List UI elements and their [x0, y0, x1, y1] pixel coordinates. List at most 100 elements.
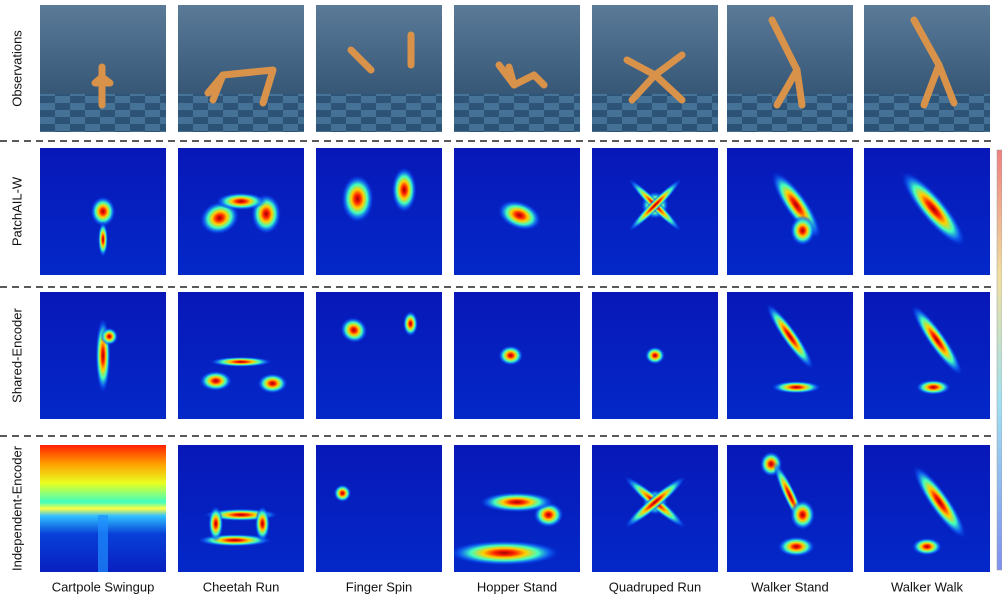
floor [178, 93, 304, 132]
heat-blob [341, 174, 374, 223]
attention-map [316, 292, 442, 419]
attention-map [864, 445, 990, 572]
attention-map [727, 292, 853, 419]
image-content [454, 445, 580, 572]
body [505, 63, 518, 89]
heat-blob [90, 196, 116, 227]
column-label: Quadruped Run [609, 579, 702, 594]
heat-blob [257, 373, 288, 394]
attention-map [454, 445, 580, 572]
floor [454, 93, 580, 132]
attention-map [864, 148, 990, 275]
body [623, 51, 686, 79]
heat-blob [777, 536, 816, 557]
heat-blob [915, 379, 951, 395]
attention-map [454, 148, 580, 275]
column-label: Walker Walk [891, 579, 963, 594]
heat-bg [316, 148, 442, 275]
heat-blob [911, 537, 943, 556]
image-content [592, 445, 718, 572]
image-content [454, 292, 580, 419]
heat-blob [340, 317, 368, 344]
heat-blob [97, 221, 109, 258]
heat-blob [208, 505, 224, 542]
image-content [454, 148, 580, 275]
image-content [864, 148, 990, 275]
row-label: Shared-Encoder [9, 307, 24, 402]
heat-blob [911, 304, 963, 376]
heat-bg [864, 292, 990, 419]
image-content [178, 445, 304, 572]
body [204, 71, 227, 97]
floor [592, 93, 718, 132]
image-content [864, 5, 990, 132]
heat-blob [790, 215, 816, 246]
body [793, 66, 806, 109]
body [935, 61, 958, 107]
body [209, 66, 277, 107]
observation-image [316, 5, 442, 132]
image-content [592, 148, 718, 275]
image-content [727, 148, 853, 275]
heat-blob [771, 380, 822, 394]
heat-blob [254, 505, 270, 542]
observation-image [864, 5, 990, 132]
heat-blob [912, 465, 967, 540]
image-content [864, 445, 990, 572]
observation-image [178, 5, 304, 132]
column-label: Finger Spin [346, 579, 412, 594]
heat-blob [498, 345, 524, 366]
heat-blob [628, 178, 682, 233]
image-content [40, 445, 166, 572]
separators [0, 140, 992, 437]
observation-image [454, 5, 580, 132]
image-content [454, 5, 580, 132]
attention-map [592, 292, 718, 419]
heat-blob [765, 302, 815, 371]
image-content [592, 292, 718, 419]
attention-map [864, 292, 990, 419]
heat-blob [644, 346, 666, 365]
image-content [40, 5, 166, 132]
heat-blob [199, 370, 233, 392]
heat-blob [900, 171, 966, 247]
heat-blob [402, 311, 419, 337]
attention-map [316, 445, 442, 572]
heat-blob [623, 475, 687, 529]
image-content [727, 292, 853, 419]
row-label: Independent-Encoder [9, 445, 24, 571]
image-content [727, 5, 853, 132]
column-label: Cheetah Run [203, 579, 280, 594]
heat-bg [316, 445, 442, 572]
observation-image [40, 5, 166, 132]
image-content [178, 5, 304, 132]
heat-blob [479, 491, 555, 513]
heat-bg [178, 148, 304, 275]
heat-stem [98, 515, 108, 572]
colorbar [996, 149, 1002, 571]
attention-map [178, 148, 304, 275]
heat-blob [391, 167, 417, 213]
attention-map [454, 292, 580, 419]
observation-image [592, 5, 718, 132]
body [495, 61, 548, 89]
image-content [178, 292, 304, 419]
column-label: Walker Stand [751, 579, 829, 594]
attention-map [40, 445, 166, 572]
attention-map [727, 445, 853, 572]
body [347, 46, 375, 74]
heat-blob [497, 200, 542, 231]
image-content [316, 292, 442, 419]
column-label: Cartpole Swingup [52, 579, 155, 594]
heat-bg [178, 292, 304, 419]
heat-blob [100, 327, 119, 346]
image-content [727, 445, 853, 572]
column-label: Hopper Stand [477, 579, 557, 594]
heat-blob [209, 356, 273, 367]
image-content [316, 445, 442, 572]
heat-blob [215, 192, 267, 211]
attention-map [727, 148, 853, 275]
attention-map [592, 445, 718, 572]
attention-map [316, 148, 442, 275]
